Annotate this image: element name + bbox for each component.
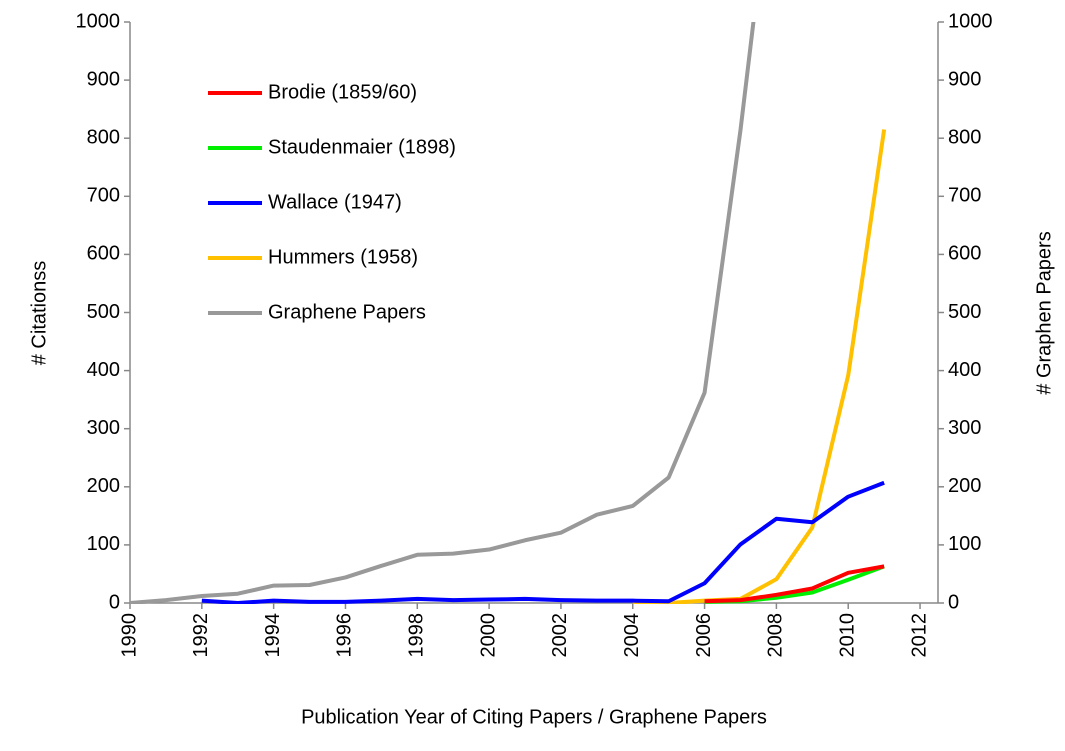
x-tick-label: 2004 (621, 613, 643, 658)
y2-tick-label: 700 (948, 185, 981, 207)
y2-tick-label: 100 (948, 533, 981, 555)
series-line (704, 564, 885, 604)
x-tick-label: 2000 (477, 613, 499, 658)
y-tick-label: 900 (87, 68, 120, 90)
y-tick-label: 1000 (76, 10, 121, 32)
y2-tick-label: 1000 (948, 10, 993, 32)
legend-label: Hummers (1958) (268, 246, 418, 268)
y-tick-label: 500 (87, 301, 120, 323)
series-line (130, 22, 756, 604)
y2-tick-label: 0 (948, 591, 959, 613)
x-tick-label: 2006 (693, 613, 715, 658)
y-tick-label: 100 (87, 533, 120, 555)
series-line (632, 129, 887, 604)
y2-tick-label: 400 (948, 359, 981, 381)
x-tick-label: 1998 (406, 613, 428, 658)
x-tick-label: 2008 (765, 613, 787, 658)
y2-tick-label: 600 (948, 243, 981, 265)
legend-label: Wallace (1947) (268, 191, 402, 213)
y-tick-label: 200 (87, 475, 120, 497)
y-tick-label: 700 (87, 185, 120, 207)
x-tick-label: 2010 (837, 613, 859, 658)
y-tick-label: 0 (109, 591, 120, 613)
legend-label: Brodie (1859/60) (268, 81, 417, 103)
y2-tick-label: 900 (948, 68, 981, 90)
x-axis-label: Publication Year of Citing Papers / Grap… (301, 706, 767, 728)
y-tick-label: 600 (87, 243, 120, 265)
y2-tick-label: 200 (948, 475, 981, 497)
legend-label: Graphene Papers (268, 301, 426, 323)
y-axis-label: # Citationss (28, 261, 50, 366)
y2-tick-label: 500 (948, 301, 981, 323)
x-tick-label: 1990 (118, 613, 140, 658)
x-tick-label: 1996 (334, 613, 356, 658)
x-tick-label: 2012 (908, 613, 930, 658)
x-tick-label: 2002 (549, 613, 571, 658)
y-tick-label: 800 (87, 126, 120, 148)
y-tick-label: 300 (87, 417, 120, 439)
y2-tick-label: 800 (948, 126, 981, 148)
legend-label: Staudenmaier (1898) (268, 136, 456, 158)
y2-tick-label: 300 (948, 417, 981, 439)
y-tick-label: 400 (87, 359, 120, 381)
y2-axis-label: # Graphen Papers (1033, 231, 1055, 394)
x-tick-label: 1992 (190, 613, 212, 658)
x-tick-label: 1994 (262, 613, 284, 658)
series-line (201, 480, 885, 604)
plot (130, 22, 887, 604)
